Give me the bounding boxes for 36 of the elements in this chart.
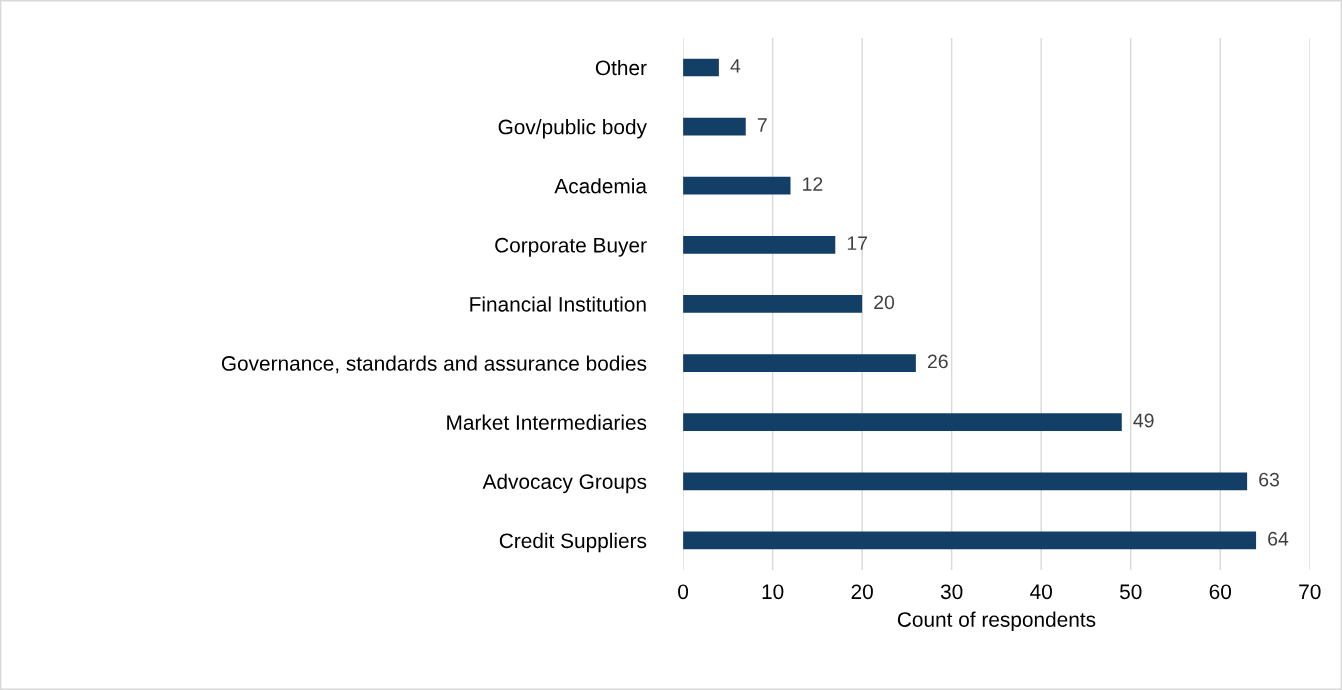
bar (683, 531, 1257, 550)
y-tick-label: Credit Suppliers (499, 532, 647, 553)
data-label: 4 (730, 59, 741, 73)
x-tick-label: 70 (1299, 584, 1321, 600)
data-label: 17 (847, 236, 868, 250)
x-tick-label: 0 (678, 584, 689, 600)
y-tick-label: Governance, standards and assurance bodies (221, 355, 647, 374)
x-tick-label: 30 (940, 584, 963, 600)
bar (683, 117, 746, 136)
data-label: 64 (1268, 531, 1289, 546)
bar (683, 295, 863, 313)
data-label: 49 (1133, 413, 1154, 428)
y-tick-label: Academia (554, 178, 647, 194)
x-tick-label: 40 (1030, 584, 1052, 600)
y-tick-label: Other (595, 59, 647, 76)
y-tick-label: Corporate Buyer (495, 237, 647, 257)
y-tick-label: Financial Institution (470, 296, 646, 312)
bar (683, 354, 916, 372)
bar (683, 413, 1122, 432)
x-tick-label: 10 (762, 584, 784, 600)
x-tick-label: 50 (1119, 584, 1142, 600)
y-tick-label: Gov/public body (498, 119, 647, 139)
data-label: 20 (874, 295, 895, 310)
bar (683, 235, 836, 254)
data-label: 12 (803, 177, 823, 191)
y-tick-label: Advocacy Groups (482, 473, 647, 494)
data-label: 7 (757, 118, 767, 132)
x-axis-title: Count of respondents (897, 611, 1096, 631)
bar (683, 176, 791, 195)
bar (683, 472, 1248, 491)
x-tick-label: 60 (1209, 584, 1232, 600)
x-tick-label: 20 (851, 584, 873, 600)
y-tick-label: Market Intermediaries (447, 414, 647, 430)
bar (683, 58, 719, 77)
data-label: 63 (1259, 472, 1280, 487)
data-label: 26 (927, 354, 948, 369)
